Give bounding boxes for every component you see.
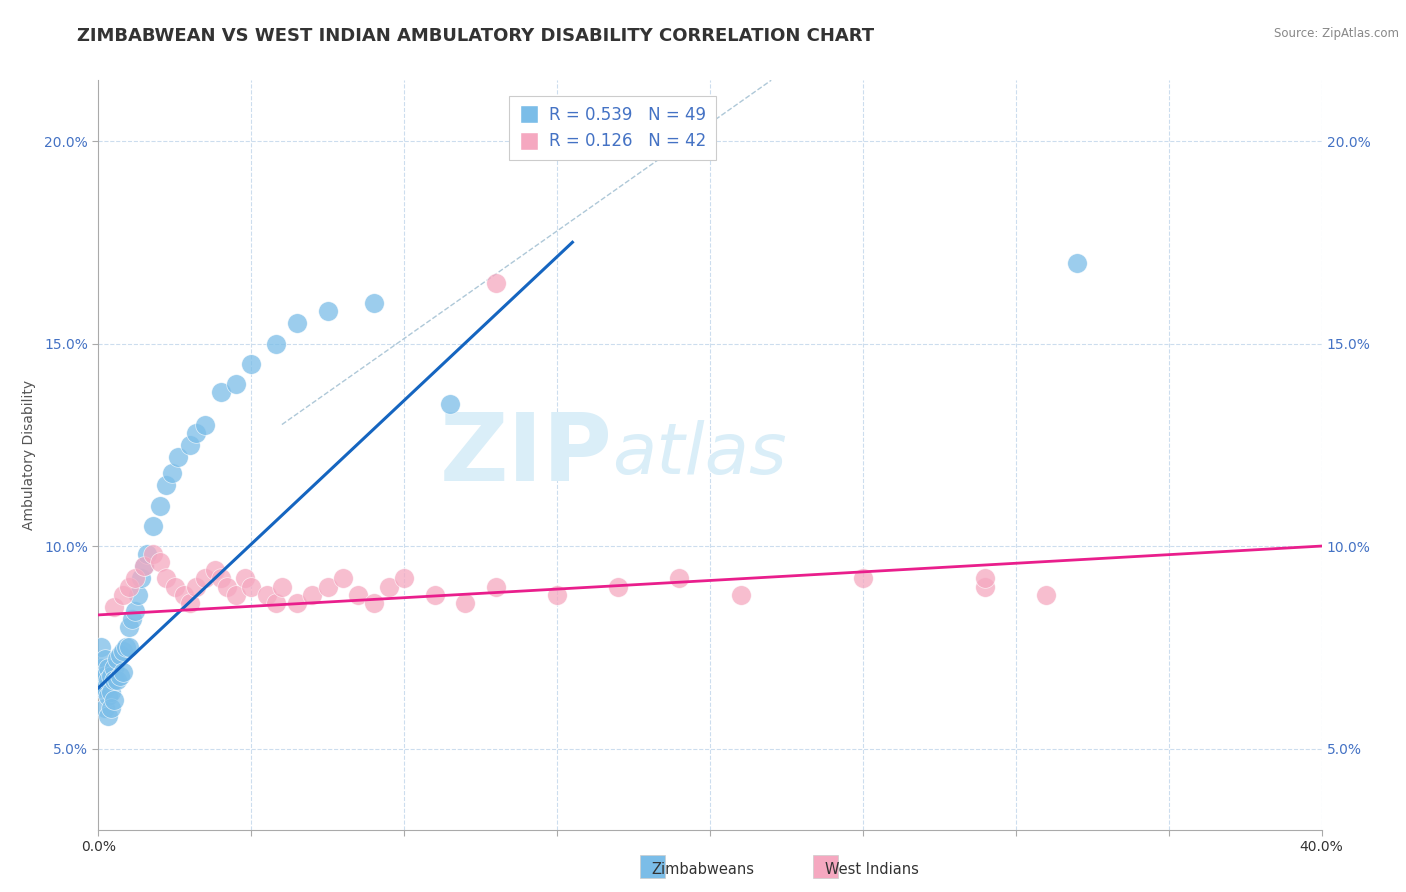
Point	[179, 596, 201, 610]
Point	[363, 596, 385, 610]
Point	[1066, 255, 1088, 269]
Point	[347, 588, 370, 602]
Point	[233, 571, 256, 585]
Point	[423, 588, 446, 602]
Point	[90, 681, 112, 695]
Point	[155, 478, 177, 492]
Point	[285, 596, 308, 610]
Point	[121, 612, 143, 626]
Point	[163, 580, 186, 594]
Point	[270, 580, 292, 594]
Point	[127, 588, 149, 602]
Point	[668, 571, 690, 585]
Text: ZIMBABWEAN VS WEST INDIAN AMBULATORY DISABILITY CORRELATION CHART: ZIMBABWEAN VS WEST INDIAN AMBULATORY DIS…	[77, 27, 875, 45]
Point	[730, 588, 752, 602]
Point	[97, 689, 120, 703]
Point	[115, 640, 138, 655]
Point	[103, 673, 125, 687]
Point	[186, 580, 208, 594]
Point	[392, 571, 416, 585]
Point	[108, 668, 131, 682]
Point	[439, 397, 461, 411]
Point	[485, 276, 508, 290]
Point	[186, 425, 208, 440]
Point	[136, 547, 159, 561]
Point	[103, 693, 125, 707]
Point	[105, 652, 128, 666]
Point	[160, 466, 183, 480]
Text: West Indians: West Indians	[825, 863, 918, 877]
Point	[974, 571, 997, 585]
Point	[256, 588, 278, 602]
Point	[485, 580, 508, 594]
Point	[155, 571, 177, 585]
Point	[142, 518, 165, 533]
Point	[225, 588, 247, 602]
Point	[173, 588, 195, 602]
Point	[209, 571, 232, 585]
Text: atlas: atlas	[612, 420, 787, 490]
Point	[264, 336, 287, 351]
Point	[204, 563, 226, 577]
Point	[124, 571, 146, 585]
Text: Source: ZipAtlas.com: Source: ZipAtlas.com	[1274, 27, 1399, 40]
Point	[215, 580, 238, 594]
Point	[332, 571, 354, 585]
Point	[378, 580, 401, 594]
Legend: R = 0.539   N = 49, R = 0.126   N = 42: R = 0.539 N = 49, R = 0.126 N = 42	[509, 96, 716, 161]
Point	[90, 660, 112, 674]
Point	[111, 588, 134, 602]
Point	[974, 580, 997, 594]
Point	[316, 304, 339, 318]
Point	[97, 660, 120, 674]
Point	[149, 499, 172, 513]
Point	[111, 665, 134, 679]
Point	[167, 450, 190, 464]
Point	[852, 571, 875, 585]
Point	[240, 357, 263, 371]
Point	[108, 648, 131, 663]
Point	[363, 296, 385, 310]
Text: Zimbabweans: Zimbabweans	[651, 863, 755, 877]
Point	[316, 580, 339, 594]
Point	[124, 604, 146, 618]
Point	[93, 681, 115, 695]
Point	[93, 668, 115, 682]
Point	[194, 417, 217, 432]
Point	[134, 559, 156, 574]
Text: ZIP: ZIP	[439, 409, 612, 501]
Point	[179, 438, 201, 452]
Point	[149, 555, 172, 569]
Point	[607, 580, 630, 594]
Point	[118, 580, 141, 594]
Point	[90, 640, 112, 655]
Point	[546, 588, 568, 602]
Point	[93, 701, 115, 715]
Point	[285, 316, 308, 330]
Point	[194, 571, 217, 585]
Point	[225, 377, 247, 392]
Point	[134, 559, 156, 574]
Point	[301, 588, 323, 602]
Point	[97, 709, 120, 723]
Point	[142, 547, 165, 561]
Point	[100, 685, 122, 699]
Point	[118, 640, 141, 655]
Point	[97, 673, 120, 687]
Point	[1035, 588, 1057, 602]
Point	[100, 668, 122, 682]
Point	[105, 673, 128, 687]
Point	[209, 385, 232, 400]
Point	[93, 652, 115, 666]
Point	[264, 596, 287, 610]
Point	[129, 571, 152, 585]
Point	[100, 701, 122, 715]
Point	[240, 580, 263, 594]
Y-axis label: Ambulatory Disability: Ambulatory Disability	[22, 380, 35, 530]
Point	[454, 596, 477, 610]
Point	[111, 644, 134, 658]
Point	[118, 620, 141, 634]
Point	[103, 599, 125, 614]
Point	[103, 660, 125, 674]
